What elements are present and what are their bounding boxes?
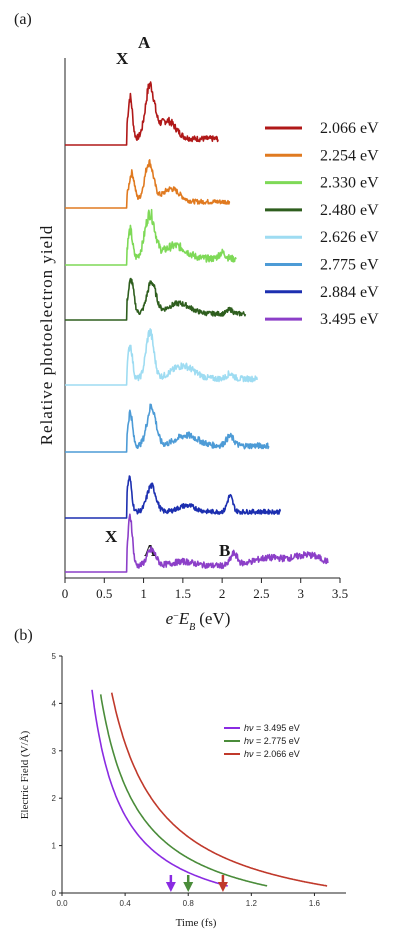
panel-b-y-axis-label: Electric Field (V/Å) <box>19 730 31 819</box>
panel-a-x-tick-label: 2.5 <box>253 586 269 601</box>
panel-a-legend-label: 2.254 eV <box>320 147 379 164</box>
panel-b-curve <box>91 689 228 887</box>
panel-b-y-tick-label: 4 <box>52 699 57 708</box>
panel-a-y-axis-label: Relative photoelectron yield <box>37 225 56 446</box>
panel-b-legend-label: hν = 2.066 eV <box>244 749 300 759</box>
panel-a-spectra <box>65 81 329 573</box>
panel-b-legend: hν = 3.495 eV hν = 2.775 eV hν = 2.066 eV <box>224 723 300 759</box>
peak-label-x-top: X <box>116 49 129 68</box>
panel-a-legend: 2.066 eV 2.254 eV 2.330 eV 2.480 eV 2.626 eV… <box>265 120 379 328</box>
panel-a-x-ticks: 0 0.5 1 1.5 2 2.5 3 3.5 <box>62 578 348 601</box>
panel-a-x-tick-label: 2 <box>219 586 226 601</box>
panel-b-x-tick-label: 0.4 <box>120 899 132 908</box>
panel-a-legend-label: 2.480 eV <box>320 202 379 219</box>
panel-b-x-tick-label: 1.6 <box>309 899 321 908</box>
panel-b-y-tick-label: 1 <box>52 842 57 851</box>
panel-b-curve <box>110 692 328 887</box>
panel-a-x-tick-label: 0 <box>62 586 69 601</box>
panel-a-x-tick-label: 0.5 <box>96 586 112 601</box>
panel-a-series-line <box>65 277 247 321</box>
panel-a-series-line <box>65 513 329 573</box>
panel-a-legend-label: 2.775 eV <box>320 257 379 274</box>
panel-a-legend-label: 3.495 eV <box>320 311 379 328</box>
panel-b-y-tick-label: 2 <box>52 794 57 803</box>
panel-a-series-line <box>65 159 231 209</box>
panel-b-x-tick-label: 0.0 <box>56 899 68 908</box>
panel-b-curves <box>91 689 328 892</box>
panel-b-ticks: 0.0 0.4 0.8 1.2 1.6 0 1 2 3 4 5 <box>52 652 321 908</box>
panel-b-y-tick-label: 3 <box>52 747 57 756</box>
panel-a-series-line <box>65 81 219 146</box>
panel-b-y-tick-label: 0 <box>52 889 57 898</box>
panel-a-legend-label: 2.066 eV <box>320 120 379 137</box>
panel-b-y-tick-label: 5 <box>52 652 57 661</box>
panel-label-b: (b) <box>14 627 33 644</box>
down-arrow-icon <box>165 882 176 892</box>
peak-label-x-bottom: X <box>105 527 118 546</box>
panel-b-legend-label: hν = 3.495 eV <box>244 723 300 733</box>
panel-a-series-line <box>65 208 237 266</box>
panel-a-x-tick-label: 1.5 <box>175 586 191 601</box>
panel-a-x-axis-label: e−EB (eV) <box>166 609 231 633</box>
panel-b-curve <box>99 694 268 887</box>
panel-a-series-line <box>65 403 270 453</box>
panel-a-x-tick-label: 1 <box>140 586 147 601</box>
down-arrow-icon <box>217 882 228 892</box>
panel-b-legend-label: hν = 2.775 eV <box>244 736 300 746</box>
peak-label-a-top: A <box>138 33 151 52</box>
panel-b-x-axis-label: Time (fs) <box>176 917 217 929</box>
panel-a-series-line <box>65 328 258 386</box>
panel-a-legend-label: 2.884 eV <box>320 284 379 301</box>
panel-a-x-tick-label: 3.5 <box>332 586 348 601</box>
panel-a-legend-label: 2.626 eV <box>320 229 379 246</box>
down-arrow-icon <box>183 882 194 892</box>
panel-b-x-tick-label: 0.8 <box>183 899 195 908</box>
panel-a-legend-label: 2.330 eV <box>320 175 379 192</box>
panel-a-series-line <box>65 475 282 519</box>
panel-b-x-tick-label: 1.2 <box>246 899 258 908</box>
peak-label-b-bottom: B <box>219 541 230 560</box>
panel-label-a: (a) <box>14 11 32 28</box>
panel-a-x-tick-label: 3 <box>297 586 304 601</box>
